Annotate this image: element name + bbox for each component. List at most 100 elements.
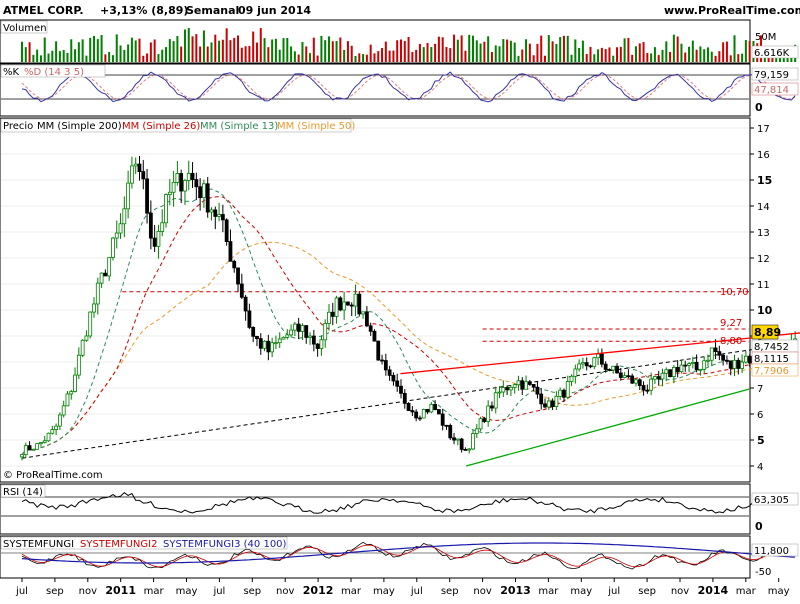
volume-bar bbox=[703, 49, 706, 62]
y-tick-label: 7 bbox=[757, 384, 763, 395]
candle bbox=[459, 438, 464, 450]
candle bbox=[660, 372, 665, 380]
candle bbox=[471, 433, 475, 450]
x-tick-label: may bbox=[768, 586, 790, 597]
volume-bar bbox=[786, 55, 789, 62]
candle bbox=[148, 212, 153, 239]
candle bbox=[353, 293, 358, 307]
candle bbox=[618, 372, 623, 378]
volume-bar bbox=[468, 34, 471, 62]
volume-bar bbox=[706, 47, 709, 62]
volume-bar bbox=[688, 46, 691, 62]
volume-bar bbox=[335, 40, 338, 62]
volume-bar bbox=[490, 51, 493, 62]
volume-bar bbox=[418, 43, 421, 62]
candle bbox=[516, 380, 521, 386]
candle bbox=[414, 411, 419, 419]
candle bbox=[421, 409, 426, 419]
y-tick-label: 5 bbox=[757, 434, 765, 447]
volume-bar bbox=[36, 49, 39, 62]
volume-bar bbox=[377, 51, 380, 62]
volume-bar bbox=[240, 47, 243, 62]
volume-bar bbox=[365, 54, 368, 62]
volume-bar bbox=[89, 37, 92, 62]
ma26-line bbox=[21, 196, 796, 455]
candle bbox=[292, 323, 297, 331]
candle bbox=[167, 191, 172, 195]
x-tick-label: jul bbox=[410, 586, 423, 597]
candle bbox=[118, 223, 123, 234]
candle bbox=[641, 385, 646, 391]
volume-bar bbox=[108, 52, 111, 62]
candle bbox=[656, 376, 661, 380]
x-tick-label: jul bbox=[212, 586, 225, 597]
volume-axis-top: 50M bbox=[755, 32, 776, 43]
candle bbox=[220, 214, 225, 221]
candle bbox=[274, 342, 278, 345]
candle bbox=[50, 429, 55, 434]
volume-bar bbox=[130, 37, 133, 62]
candle bbox=[205, 183, 210, 213]
candle bbox=[258, 338, 263, 349]
volume-bar bbox=[244, 46, 247, 62]
candle bbox=[323, 323, 328, 341]
x-tick-label: nov bbox=[276, 586, 294, 597]
volume-bar bbox=[407, 37, 410, 62]
volume-bar bbox=[733, 35, 736, 62]
volume-bar bbox=[653, 47, 656, 62]
y-tick-label: 4 bbox=[757, 462, 763, 473]
candle bbox=[311, 335, 316, 345]
volume-bar bbox=[233, 37, 236, 62]
candle bbox=[243, 296, 248, 312]
volume-bar bbox=[183, 29, 186, 62]
candle bbox=[236, 267, 240, 285]
header-change: +3,13% (8,89) bbox=[100, 4, 188, 17]
volume-bar bbox=[62, 50, 65, 62]
rsi-zero: 0 bbox=[755, 520, 763, 533]
ma26-last: 8,1115 bbox=[754, 354, 789, 365]
candle bbox=[39, 442, 43, 445]
sysf-panel bbox=[0, 535, 751, 579]
candle bbox=[175, 173, 180, 183]
volume-bar bbox=[324, 40, 327, 62]
volume-bar bbox=[28, 42, 31, 62]
x-tick-label: 2011 bbox=[105, 584, 136, 597]
candle bbox=[80, 339, 85, 356]
volume-bar bbox=[403, 41, 406, 62]
candle bbox=[626, 375, 631, 378]
volume-bar bbox=[475, 40, 478, 62]
candle bbox=[65, 393, 70, 407]
volume-bar bbox=[146, 53, 149, 62]
volume-bar bbox=[180, 46, 183, 62]
volume-bar bbox=[699, 46, 702, 62]
candle bbox=[35, 443, 40, 450]
volume-bar bbox=[472, 35, 475, 62]
rsi-line bbox=[21, 491, 796, 514]
candle bbox=[558, 389, 563, 397]
volume-bar bbox=[138, 38, 141, 62]
rsi-panel bbox=[0, 483, 751, 535]
candle bbox=[107, 257, 112, 277]
volume-bar bbox=[608, 47, 611, 62]
candle bbox=[391, 374, 396, 382]
volume-bar bbox=[763, 54, 766, 62]
x-tick-label: sep bbox=[243, 586, 261, 597]
candle bbox=[190, 172, 195, 181]
volume-bar bbox=[263, 38, 266, 62]
volume-bar bbox=[657, 55, 660, 62]
candle bbox=[57, 414, 62, 427]
volume-bar bbox=[381, 48, 384, 62]
candle bbox=[603, 363, 608, 370]
candle bbox=[440, 413, 445, 426]
volume-bar bbox=[47, 53, 50, 62]
volume-bar bbox=[525, 39, 528, 62]
x-tick-label: 2012 bbox=[303, 584, 334, 597]
last-price: 8,89 bbox=[754, 326, 781, 339]
sysf-label-2: SYSTEMFUNGI2 bbox=[80, 539, 157, 550]
volume-bar bbox=[426, 42, 429, 62]
price-copyright: © ProRealTime.com bbox=[3, 470, 103, 481]
header-site[interactable]: www.ProRealTime.com bbox=[664, 4, 800, 17]
volume-bar bbox=[55, 41, 58, 62]
volume-bar bbox=[176, 36, 179, 62]
